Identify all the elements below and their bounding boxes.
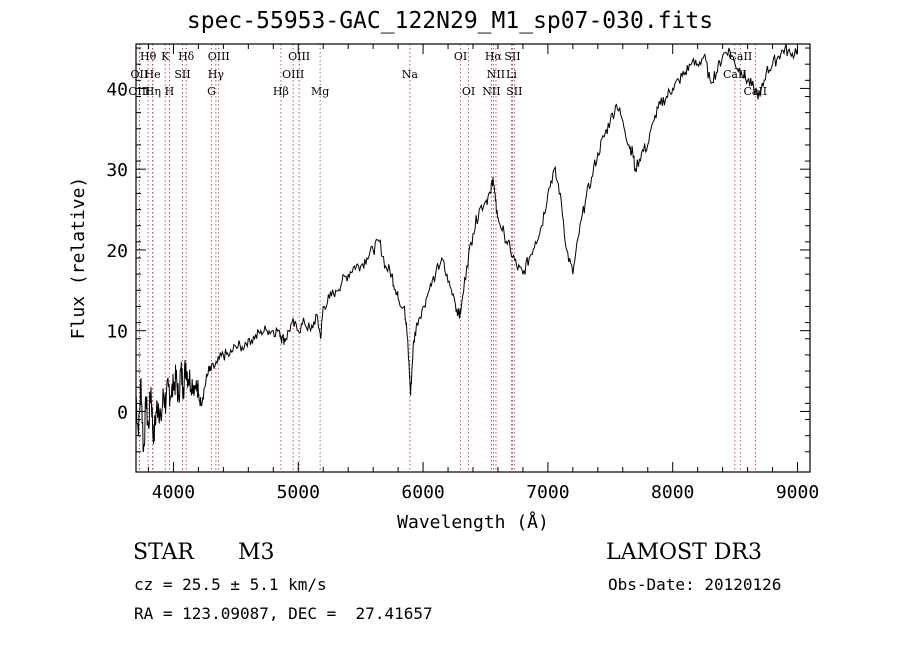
line-label-11: G <box>207 85 216 98</box>
x-tick-label-5: 9000 <box>776 482 819 503</box>
subclass: M3 <box>238 540 275 565</box>
line-label-9: OIII <box>208 50 230 63</box>
coordinates: RA = 123.09087, DEC = 27.41657 <box>134 604 433 623</box>
y-axis-label: Flux (relative) <box>68 177 89 340</box>
x-axis-ticks: 4000 5000 6000 7000 8000 9000 <box>147 44 819 503</box>
x-tick-label-0: 4000 <box>152 482 195 503</box>
line-label-4: Hη <box>145 85 161 98</box>
spectrum-line <box>135 43 798 452</box>
y-tick-label-3: 30 <box>106 160 128 181</box>
plot-frame <box>135 43 811 473</box>
redshift-cz: cz = 25.5 ± 5.1 km/s <box>134 575 327 594</box>
line-label-18: OI <box>462 85 475 98</box>
y-tick-label-0: 0 <box>117 402 128 423</box>
y-tick-label-2: 20 <box>106 241 128 262</box>
line-label-14: OIII <box>282 68 304 81</box>
x-tick-label-4: 8000 <box>651 482 694 503</box>
line-label-24: SII <box>506 85 522 98</box>
line-markers <box>138 44 756 472</box>
line-label-20: SII <box>504 50 520 63</box>
line-label-17: OI <box>454 50 467 63</box>
x-tick-label-3: 7000 <box>526 482 569 503</box>
line-label-7: H <box>165 85 175 98</box>
line-label-21: NII <box>487 68 505 81</box>
line-label-0: OII <box>131 68 149 81</box>
line-label-13: OIII <box>288 50 310 63</box>
line-label-6: SII <box>174 68 190 81</box>
x-tick-label-2: 6000 <box>401 482 444 503</box>
x-tick-label-1: 5000 <box>277 482 320 503</box>
survey-name: LAMOST DR3 <box>606 540 762 565</box>
obs-date: Obs-Date: 20120126 <box>608 575 782 594</box>
y-axis-ticks: 0 10 20 30 40 <box>106 47 810 453</box>
line-label-23: NII <box>482 85 500 98</box>
line-label-5: K <box>161 50 170 63</box>
line-label-8: Hδ <box>178 50 195 63</box>
y-tick-label-1: 10 <box>106 322 128 343</box>
line-label-12: Hβ <box>273 85 289 98</box>
y-tick-label-4: 40 <box>106 79 128 100</box>
line-label-10: Hγ <box>208 68 225 81</box>
line-label-19: Hα <box>485 50 503 63</box>
chart-title: spec-55953-GAC_122N29_M1_sp07-030.fits <box>186 8 714 34</box>
line-label-2: Hθ <box>140 50 157 63</box>
line-label-22: Li <box>506 68 517 81</box>
object-class: STAR <box>133 540 194 565</box>
line-label-25: CaII <box>729 50 753 63</box>
line-label-3: He <box>145 68 161 81</box>
line-label-15: Mg <box>311 85 329 98</box>
line-label-26: CaII <box>723 68 747 81</box>
x-axis-label: Wavelength (Å) <box>397 511 549 533</box>
line-label-16: Na <box>402 68 419 81</box>
